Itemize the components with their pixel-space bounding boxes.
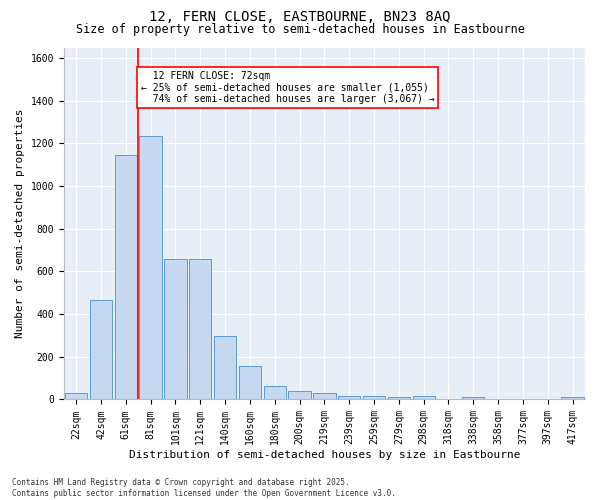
X-axis label: Distribution of semi-detached houses by size in Eastbourne: Distribution of semi-detached houses by …	[128, 450, 520, 460]
Bar	[65, 394, 88, 400]
Bar	[413, 396, 435, 400]
Bar	[263, 386, 286, 400]
Bar	[164, 258, 187, 400]
Bar	[214, 336, 236, 400]
Bar	[115, 155, 137, 400]
Bar	[338, 396, 361, 400]
Bar	[90, 300, 112, 400]
Bar	[388, 396, 410, 400]
Bar	[189, 258, 211, 400]
Bar	[139, 136, 162, 400]
Text: Size of property relative to semi-detached houses in Eastbourne: Size of property relative to semi-detach…	[76, 22, 524, 36]
Bar	[313, 392, 335, 400]
Bar	[363, 396, 385, 400]
Text: 12 FERN CLOSE: 72sqm
← 25% of semi-detached houses are smaller (1,055)
  74% of : 12 FERN CLOSE: 72sqm ← 25% of semi-detac…	[141, 71, 434, 104]
Text: Contains HM Land Registry data © Crown copyright and database right 2025.
Contai: Contains HM Land Registry data © Crown c…	[12, 478, 396, 498]
Bar	[289, 392, 311, 400]
Bar	[462, 396, 484, 400]
Bar	[239, 366, 261, 400]
Bar	[562, 396, 584, 400]
Text: 12, FERN CLOSE, EASTBOURNE, BN23 8AQ: 12, FERN CLOSE, EASTBOURNE, BN23 8AQ	[149, 10, 451, 24]
Y-axis label: Number of semi-detached properties: Number of semi-detached properties	[15, 108, 25, 338]
